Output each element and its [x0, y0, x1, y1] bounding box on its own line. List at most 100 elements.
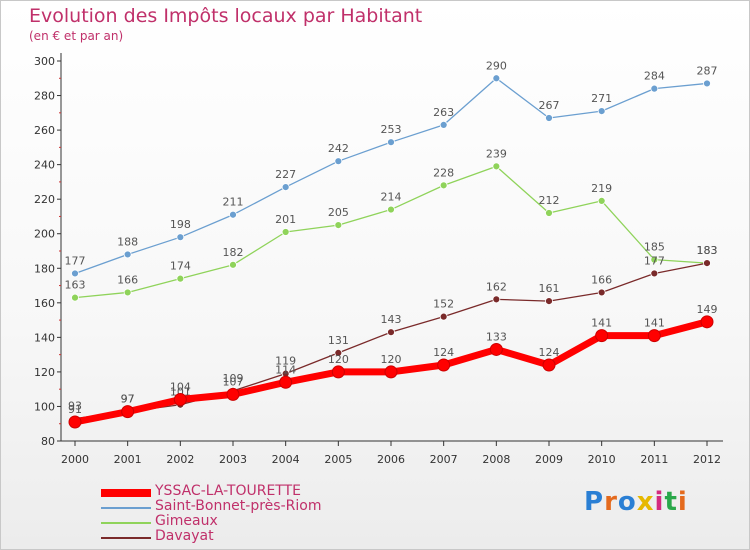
- data-label: 219: [591, 182, 612, 195]
- chart-subtitle: (en € et par an): [29, 29, 124, 43]
- data-point: [226, 387, 240, 401]
- logo-letter: i: [677, 487, 688, 517]
- data-label: 211: [223, 196, 244, 209]
- data-point: [439, 121, 448, 129]
- data-point: [650, 255, 659, 264]
- data-point: [123, 288, 132, 297]
- data-point: [437, 358, 451, 372]
- y-tick-label: 180: [34, 262, 55, 275]
- legend: YSSAC-LA-TOURETTE Saint-Bonnet-près-Riom…: [101, 483, 361, 545]
- data-label: 141: [644, 317, 665, 330]
- data-label: 149: [697, 303, 718, 316]
- data-point: [387, 328, 395, 337]
- logo-letter: t: [664, 487, 678, 517]
- x-tick-label: 2010: [588, 453, 616, 466]
- series-line: [74, 77, 708, 275]
- y-tick-label: 100: [34, 400, 55, 413]
- data-label: 109: [223, 372, 244, 385]
- data-point: [123, 250, 132, 259]
- data-label: 91: [68, 403, 82, 416]
- data-point: [542, 358, 556, 372]
- data-label: 177: [65, 254, 86, 267]
- data-point: [281, 228, 290, 236]
- data-label: 143: [381, 313, 402, 326]
- data-point: [703, 79, 711, 88]
- data-point: [229, 210, 237, 219]
- data-label: 133: [486, 330, 507, 343]
- data-point: [597, 288, 606, 297]
- x-tick-label: 2001: [114, 453, 142, 466]
- data-label: 242: [328, 142, 349, 155]
- y-tick-label: 260: [34, 124, 55, 137]
- data-label: 284: [644, 70, 665, 83]
- data-label: 228: [433, 166, 454, 179]
- data-point: [650, 269, 659, 278]
- x-tick-label: 2011: [640, 453, 668, 466]
- data-point: [492, 295, 501, 304]
- legend-label: Saint-Bonnet-près-Riom: [155, 498, 322, 514]
- data-label: 263: [433, 106, 454, 119]
- data-point: [492, 74, 501, 83]
- legend-swatch: [101, 507, 151, 509]
- data-label: 141: [591, 317, 612, 330]
- data-point: [545, 209, 553, 217]
- data-point: [595, 329, 609, 343]
- y-tick-label: 280: [34, 90, 55, 103]
- data-label: 119: [275, 355, 296, 368]
- y-tick-label: 160: [34, 297, 55, 310]
- x-tick-label: 2005: [324, 453, 352, 466]
- data-point: [647, 329, 661, 343]
- logo-letter: o: [617, 487, 637, 517]
- data-point: [331, 365, 345, 379]
- y-tick-label: 240: [34, 159, 55, 172]
- data-label: 271: [591, 92, 612, 105]
- series-line: [74, 165, 708, 299]
- legend-item[interactable]: YSSAC-LA-TOURETTE: [101, 483, 361, 500]
- data-label: 162: [486, 280, 507, 293]
- proxiti-logo[interactable]: Proxiti: [584, 487, 688, 517]
- data-label: 182: [223, 246, 244, 259]
- data-label: 93: [68, 400, 82, 413]
- data-point: [387, 138, 395, 147]
- data-point: [439, 312, 448, 321]
- legend-item[interactable]: Gimeaux: [101, 513, 361, 530]
- legend-item[interactable]: Davayat: [101, 528, 361, 545]
- data-point: [650, 84, 659, 93]
- logo-letter: x: [636, 487, 655, 517]
- legend-label: Gimeaux: [155, 513, 218, 529]
- x-tick-label: 2000: [61, 453, 89, 466]
- data-point: [545, 297, 553, 305]
- data-point: [492, 162, 501, 171]
- legend-label: Davayat: [155, 528, 214, 544]
- data-label: 104: [170, 381, 191, 394]
- data-label: 201: [275, 213, 296, 226]
- x-tick-label: 2002: [166, 453, 194, 466]
- data-label: 253: [381, 123, 402, 136]
- data-label: 166: [591, 273, 612, 286]
- data-label: 124: [433, 346, 454, 359]
- data-label: 239: [486, 147, 507, 160]
- data-point: [176, 274, 185, 283]
- data-point: [121, 405, 135, 419]
- data-point: [597, 107, 606, 115]
- data-label: 183: [697, 244, 718, 257]
- y-tick-label: 80: [41, 435, 55, 448]
- x-tick-label: 2006: [377, 453, 405, 466]
- data-point: [71, 293, 79, 302]
- legend-swatch: [101, 522, 151, 524]
- chart-title: Evolution des Impôts locaux par Habitant: [29, 5, 423, 27]
- data-label: 183: [697, 244, 718, 257]
- data-label: 152: [433, 298, 454, 311]
- legend-item[interactable]: Saint-Bonnet-près-Riom: [101, 498, 361, 515]
- data-point: [281, 183, 290, 191]
- data-label: 214: [381, 191, 402, 204]
- data-point: [176, 233, 185, 242]
- data-label: 287: [697, 64, 718, 77]
- logo-letter: r: [604, 487, 618, 517]
- y-tick-label: 120: [34, 366, 55, 379]
- data-point: [173, 393, 187, 407]
- y-tick-label: 140: [34, 331, 55, 344]
- logo-letter: P: [584, 487, 605, 517]
